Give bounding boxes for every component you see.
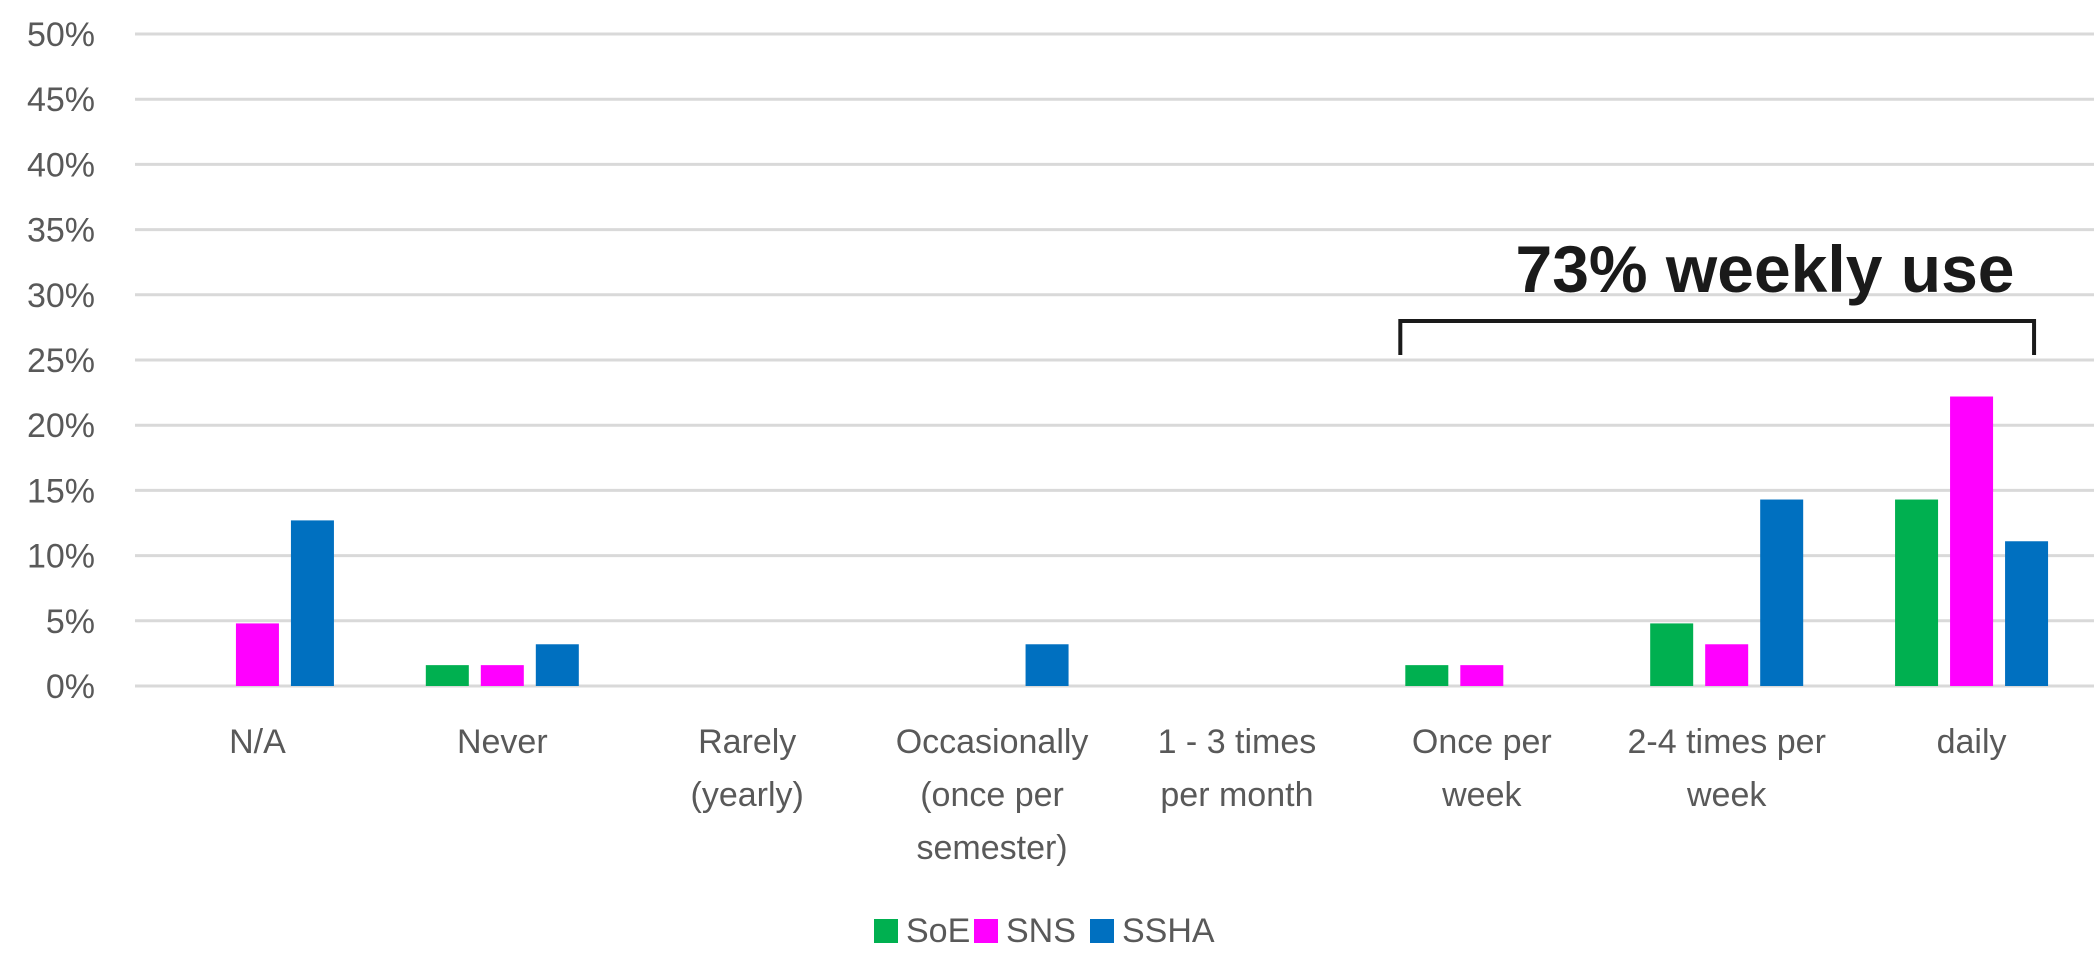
x-category-label: N/A [229, 723, 286, 761]
y-tick-label: 20% [27, 407, 95, 445]
x-category-label: 1 - 3 times per month [1158, 723, 1317, 814]
y-tick-label: 45% [27, 81, 95, 119]
bar-sns-5 [1460, 665, 1504, 686]
gridlines [135, 32, 2094, 688]
bar-ssha-6 [1760, 499, 1804, 686]
bar-soe-6 [1650, 623, 1694, 686]
bar-ssha-3 [1025, 644, 1069, 686]
y-tick-label: 15% [27, 472, 95, 510]
x-category-label: daily [1937, 723, 2007, 761]
x-category-label: Rarely (yearly) [691, 723, 804, 814]
legend-swatch-ssha [1090, 919, 1114, 943]
legend-swatch-soe [874, 919, 898, 943]
bar-ssha-0 [290, 520, 334, 686]
x-category-label: Once per week [1412, 723, 1552, 814]
x-category-label: Occasionally (once per semester) [896, 723, 1089, 867]
y-tick-label: 50% [27, 16, 95, 54]
bar-soe-5 [1405, 665, 1449, 686]
y-tick-label: 10% [27, 538, 95, 576]
y-axis: 0% 5% 10% 15% 20% 25% 30% 35% 40% 45% 50% [27, 16, 95, 706]
legend-label-ssha: SSHA [1122, 912, 1215, 950]
bar-ssha-1 [535, 644, 579, 686]
bar-sns-1 [480, 665, 524, 686]
y-tick-label: 25% [27, 342, 95, 380]
y-tick-label: 30% [27, 277, 95, 315]
annotation-text: 73% weekly use [1516, 232, 2015, 306]
legend: SoE SNS SSHA [874, 912, 1215, 950]
annotation-bracket [1398, 319, 2037, 355]
bars [235, 396, 2049, 686]
x-category-label: Never [457, 723, 548, 761]
bar-sns-6 [1705, 644, 1749, 686]
legend-label-soe: SoE [906, 912, 970, 950]
bar-sns-0 [235, 623, 279, 686]
x-category-label: 2-4 times per week [1627, 723, 1825, 814]
y-tick-label: 5% [46, 603, 95, 641]
weekly-use-annotation: 73% weekly use [1398, 232, 2037, 355]
bar-soe-7 [1895, 499, 1939, 686]
bar-soe-1 [425, 665, 469, 686]
y-tick-label: 40% [27, 146, 95, 184]
bar-ssha-7 [2005, 541, 2049, 686]
y-tick-label: 35% [27, 212, 95, 250]
legend-label-sns: SNS [1006, 912, 1076, 950]
x-axis: N/A Never Rarely (yearly) Occasionally (once … [229, 723, 2006, 867]
y-tick-label: 0% [46, 668, 95, 706]
bar-sns-7 [1950, 396, 1994, 686]
legend-swatch-sns [974, 919, 998, 943]
